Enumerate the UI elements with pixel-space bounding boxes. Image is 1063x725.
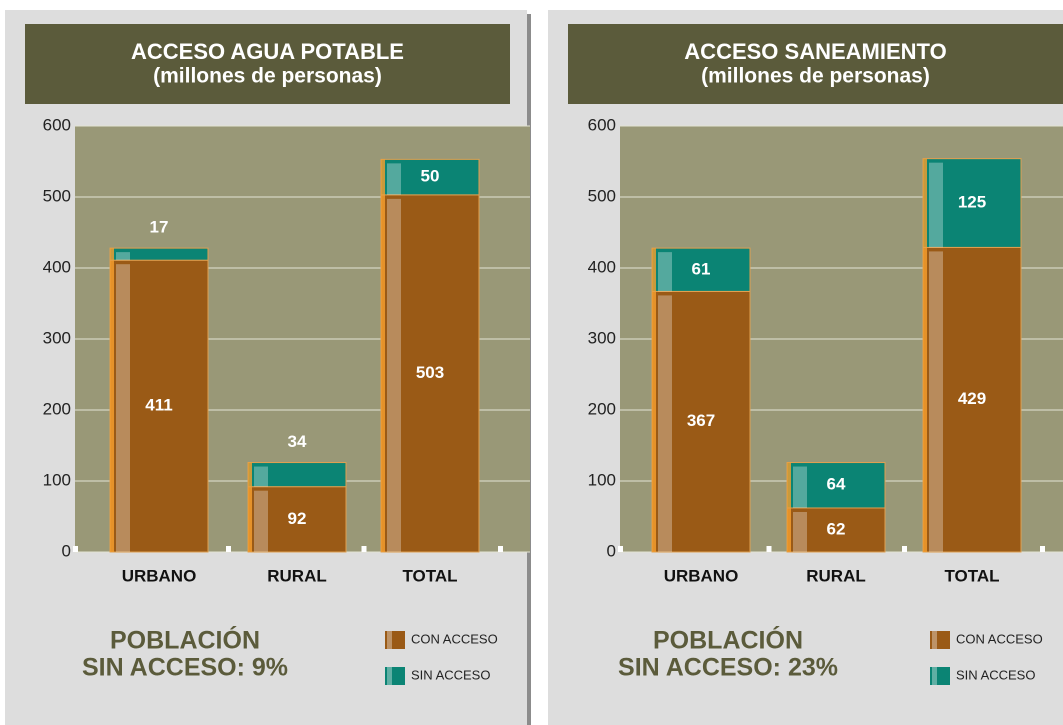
chart-title: ACCESO AGUA POTABLE	[131, 39, 404, 64]
bar-highlight	[254, 490, 268, 552]
data-label: 429	[958, 389, 986, 408]
y-tick-label: 500	[43, 186, 71, 205]
title-band	[568, 24, 1063, 104]
bar	[380, 158, 480, 196]
bar-highlight	[387, 163, 401, 195]
x-tick-label: URBANO	[664, 566, 739, 585]
data-label: 503	[416, 363, 444, 382]
chart-subtitle: (millones de personas)	[153, 65, 382, 88]
y-tick-label: 300	[43, 328, 71, 347]
bar-shade	[381, 194, 385, 552]
bar	[922, 246, 1022, 553]
y-tick-label: 600	[43, 115, 71, 134]
bar-highlight	[658, 252, 672, 292]
bar	[651, 290, 751, 553]
bar-highlight	[929, 251, 943, 552]
bar-shade	[923, 247, 927, 552]
legend-label: SIN ACCESO	[956, 667, 1035, 682]
y-tick-label: 200	[588, 399, 616, 418]
x-tick-label: RURAL	[267, 566, 327, 585]
bar-shade	[110, 260, 114, 552]
bar-shade	[787, 507, 791, 552]
bar-highlight	[116, 252, 130, 261]
bar-shade	[110, 248, 114, 261]
y-tick-label: 400	[43, 257, 71, 276]
bar-highlight	[116, 264, 130, 552]
y-tick-label: 100	[43, 470, 71, 489]
bar-shade	[652, 291, 656, 552]
tick-mark	[1040, 546, 1045, 552]
chart-title: ACCESO SANEAMIENTO	[684, 39, 946, 64]
legend-swatch	[930, 667, 950, 685]
bar-shade	[923, 158, 927, 248]
legend-label: CON ACCESO	[956, 631, 1043, 646]
data-label: 34	[288, 432, 307, 451]
legend-swatch-highlight	[387, 667, 392, 685]
data-label: 64	[827, 475, 846, 494]
annotation: POBLACIÓN	[110, 625, 260, 655]
data-label: 367	[687, 411, 715, 430]
bar	[922, 158, 1022, 248]
bar	[247, 462, 347, 488]
tick-mark	[226, 546, 231, 552]
tick-mark	[618, 546, 623, 552]
bar-shade	[652, 248, 656, 292]
bar	[786, 507, 886, 553]
annotation: SIN ACCESO: 9%	[82, 654, 288, 682]
legend-swatch	[385, 667, 405, 685]
bar-highlight	[254, 466, 268, 487]
bar-shade	[248, 486, 252, 552]
y-tick-label: 100	[588, 470, 616, 489]
tick-mark	[73, 546, 78, 552]
data-label: 50	[421, 167, 440, 186]
legend-swatch-highlight	[387, 631, 392, 649]
y-tick-label: 400	[588, 257, 616, 276]
bar-highlight	[793, 466, 807, 508]
annotation: SIN ACCESO: 23%	[618, 654, 838, 682]
annotation: POBLACIÓN	[653, 625, 803, 655]
bar-shade	[787, 462, 791, 508]
data-label: 125	[958, 193, 986, 212]
bar-shade	[248, 462, 252, 487]
legend-swatch-highlight	[932, 667, 937, 685]
title-band	[25, 24, 510, 104]
tick-mark	[361, 546, 367, 552]
legend-label: CON ACCESO	[411, 631, 498, 646]
y-tick-label: 600	[588, 115, 616, 134]
bar-highlight	[793, 511, 807, 552]
x-tick-label: RURAL	[806, 566, 866, 585]
legend-swatch-highlight	[932, 631, 937, 649]
bar-highlight	[929, 162, 943, 248]
data-label: 17	[150, 218, 169, 237]
data-label: 61	[692, 259, 711, 278]
data-label: 92	[288, 509, 307, 528]
x-tick-label: TOTAL	[402, 566, 457, 585]
bar	[651, 247, 751, 292]
y-tick-label: 0	[62, 541, 71, 560]
data-label: 411	[145, 396, 172, 415]
bar-shade	[381, 159, 385, 195]
bar	[786, 462, 886, 509]
bar-highlight	[387, 198, 401, 552]
y-tick-label: 0	[607, 541, 616, 560]
y-tick-label: 500	[588, 186, 616, 205]
tick-mark	[766, 546, 772, 552]
legend-label: SIN ACCESO	[411, 667, 490, 682]
tick-mark	[902, 546, 907, 552]
data-label: 62	[827, 519, 846, 538]
x-tick-label: URBANO	[122, 566, 197, 585]
bar-highlight	[658, 295, 672, 552]
y-tick-label: 200	[43, 399, 71, 418]
x-tick-label: TOTAL	[944, 566, 999, 585]
chart-subtitle: (millones de personas)	[701, 65, 930, 88]
legend-swatch	[385, 631, 405, 649]
y-tick-label: 300	[588, 328, 616, 347]
tick-mark	[498, 546, 503, 552]
bar	[247, 486, 347, 553]
legend-swatch	[930, 631, 950, 649]
